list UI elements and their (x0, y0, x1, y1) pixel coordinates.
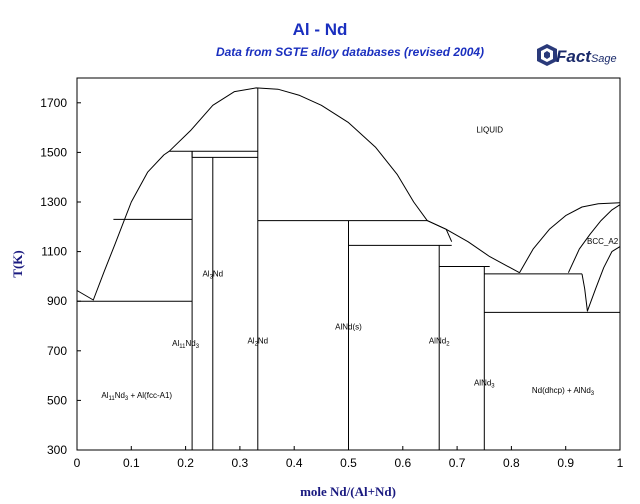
region-labels: LIQUID BCC_A2 Al3Nd Al11Nd3 Al2Nd AlNd(s) AlNd… (101, 126, 618, 402)
x-tick-label: 0.2 (177, 456, 194, 470)
region-label: AlNd(s) (335, 323, 362, 332)
x-tick-label: 0.6 (394, 456, 411, 470)
x-axis-title: mole Nd/(Al+Nd) (300, 484, 396, 499)
y-tick-label: 500 (47, 393, 67, 407)
x-tick-label: 0.7 (449, 456, 466, 470)
x-tick-label: 1 (617, 456, 624, 470)
phase-curve-bcc-boundary-upper (567, 204, 621, 273)
factsage-logo-text: FactSage (556, 47, 617, 67)
y-tick-label: 700 (47, 344, 67, 358)
phase-curve-bcc-boundary-lower (581, 246, 621, 312)
x-tick-label: 0 (74, 456, 81, 470)
y-tick-label: 1100 (41, 245, 67, 259)
logo-fact: Fact (556, 47, 591, 66)
factsage-logo-icon (537, 44, 557, 66)
chart-marks (76, 87, 621, 450)
x-tick-label: 0.9 (557, 456, 574, 470)
factsage-logo: FactSage (534, 42, 620, 74)
y-tick-label: 900 (47, 294, 67, 308)
region-label: Al11Nd3 + Al(fcc-A1) (101, 391, 172, 402)
chart-subtitle: Data from SGTE alloy databases (revised … (215, 45, 485, 59)
region-label: AlNd2 (429, 336, 450, 347)
region-label: Al2Nd (247, 336, 268, 347)
y-axis-title: T(K) (10, 250, 25, 277)
x-tick-label: 0.8 (503, 456, 520, 470)
region-label: Al3Nd (202, 269, 223, 280)
region-label: Nd(dhcp) + AlNd3 (532, 386, 595, 397)
y-tick-label: 300 (47, 443, 67, 457)
region-label: LIQUID (476, 126, 503, 135)
logo-sage: Sage (590, 53, 617, 65)
y-tick-label: 1500 (40, 145, 67, 159)
x-tick-label: 0.1 (123, 456, 140, 470)
phase-curve-liquid-al3nd-boundary (426, 220, 453, 242)
x-tick-label: 0.4 (286, 456, 303, 470)
x-tick-label: 0.3 (232, 456, 249, 470)
phase-curve-liquidus-nd-rich (519, 202, 621, 273)
region-label: Al11Nd3 (172, 339, 200, 350)
phase-curve-liquidus-central (168, 87, 520, 274)
phase-curve-liquidus-al-rich (76, 150, 170, 301)
chart-title: Al - Nd (292, 20, 348, 39)
x-tick-label: 0.5 (340, 456, 357, 470)
y-tick-label: 1300 (40, 195, 67, 209)
region-label: AlNd3 (474, 379, 495, 390)
axis-ticks: 0 0.1 0.2 0.3 0.4 0.5 0.6 0.7 0.8 0.9 130050070090… (40, 96, 623, 470)
region-label: BCC_A2 (587, 237, 619, 246)
y-tick-label: 1700 (40, 96, 67, 110)
